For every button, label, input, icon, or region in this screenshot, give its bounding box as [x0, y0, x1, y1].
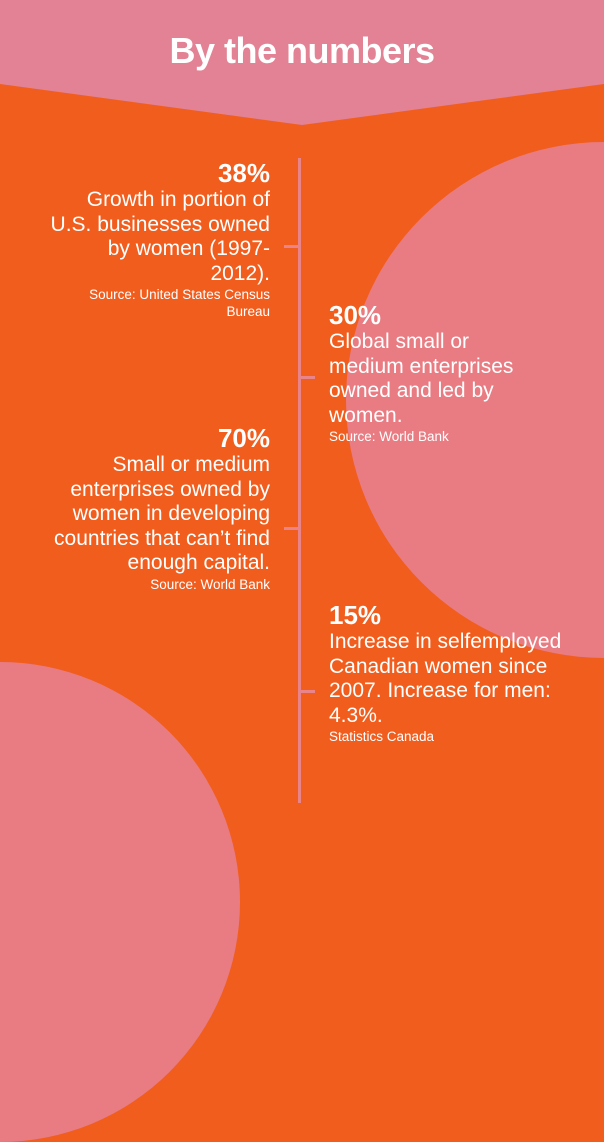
stat-value: 38%: [217, 158, 270, 188]
stat-description: Growth in portion of U.S. businesses own…: [50, 188, 270, 285]
stat-block-38: 38% Growth in portion of U.S. businesses…: [50, 158, 270, 320]
stat-value: 15%: [329, 600, 382, 630]
timeline-tick-1: [284, 245, 299, 248]
timeline-tick-2: [300, 376, 315, 379]
stat-source: Statistics Canada: [329, 729, 435, 744]
header-banner: By the numbers: [0, 0, 604, 130]
stat-description: Global small or medium enterprises owned…: [329, 330, 514, 427]
stat-description: Increase in selfemployed Canadian women …: [329, 630, 562, 727]
stat-value: 70%: [217, 423, 270, 453]
timeline-tick-4: [300, 690, 315, 693]
timeline-line: [298, 158, 301, 803]
stat-description: Small or medium enterprises owned by wom…: [54, 453, 270, 574]
stat-value: 30%: [329, 300, 382, 330]
decorative-circle-bottom-left: [0, 662, 240, 1142]
stat-source: Source: World Bank: [329, 429, 449, 444]
stat-source: Source: World Bank: [150, 576, 270, 592]
timeline-tick-3: [284, 527, 299, 530]
stat-block-30: 30% Global small or medium enterprises o…: [329, 300, 544, 445]
page-title: By the numbers: [169, 30, 435, 71]
stat-block-15: 15% Increase in selfemployed Canadian wo…: [329, 600, 584, 745]
stat-source: Source: United States Census Bureau: [89, 287, 270, 319]
stat-block-70: 70% Small or medium enterprises owned by…: [48, 423, 270, 593]
chevron-banner-shape: [0, 0, 604, 125]
